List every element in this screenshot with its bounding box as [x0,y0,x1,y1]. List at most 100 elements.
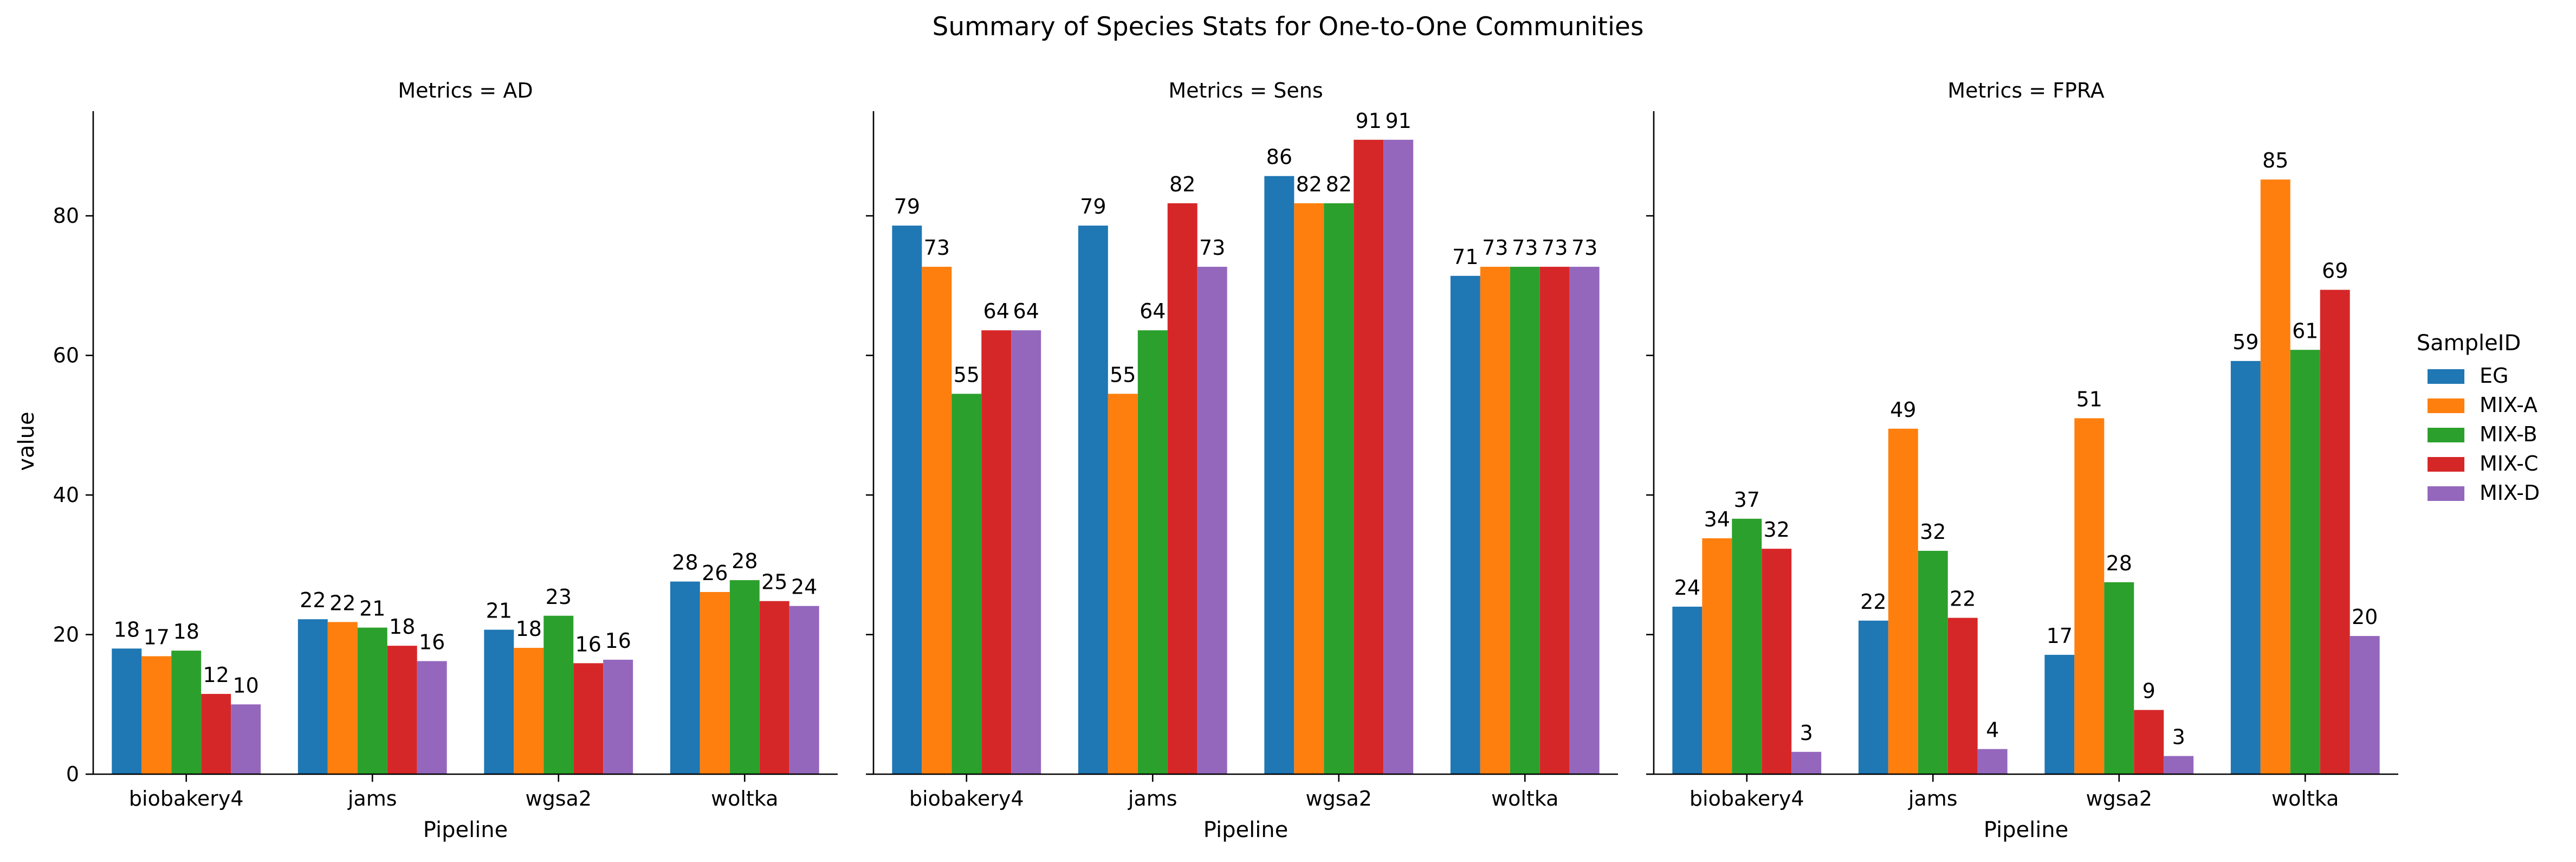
bar-label: 34 [1704,507,1730,531]
legend-label: MIX-B [2480,422,2538,446]
x-tick-label: biobakery4 [129,787,244,810]
x-tick-label: jams [1908,787,1958,810]
bar-label: 32 [1920,520,1946,544]
bar [484,629,514,774]
bar [1264,176,1295,775]
legend-label: MIX-A [2480,393,2538,417]
bar [700,591,730,774]
bar-label: 59 [2232,330,2258,354]
x-tick-label: wgsa2 [526,787,592,810]
panel-title: Metrics = AD [398,79,533,102]
bar-label: 17 [144,625,170,649]
bar [1858,620,1888,774]
bar-label: 9 [2143,679,2156,703]
panel-title: Metrics = Sens [1168,79,1323,102]
legend-swatch [2428,398,2464,413]
bar [1732,518,1762,774]
bar-label: 20 [2352,605,2378,629]
bar [171,651,202,774]
bar-label: 79 [1080,195,1106,218]
bar [2350,636,2380,774]
bar [1791,751,1822,774]
bar-label: 64 [1013,299,1039,323]
bar [1108,394,1138,774]
bar [1450,275,1480,774]
legend-swatch [2428,428,2464,442]
legend-swatch [2428,369,2464,384]
bar-label: 22 [329,591,355,615]
x-tick-label: biobakery4 [909,787,1024,810]
bar [2230,361,2261,774]
bar-label: 61 [2292,319,2318,343]
bar-label: 28 [672,551,698,575]
bar-label: 3 [2172,725,2185,749]
bar [759,601,789,774]
bar [141,656,172,774]
legend: SampleID EG MIX-A MIX-B MIX-C MIX-D [2417,331,2540,505]
bar-label: 91 [1385,109,1411,133]
bar [2044,654,2075,774]
bar-label: 18 [389,615,415,639]
bar-label: 16 [575,632,601,656]
bar [1539,267,1570,775]
bar-label: 22 [1950,587,1976,611]
bar [2320,290,2350,774]
bar [514,647,544,774]
bar [1137,330,1168,774]
bar-label: 23 [546,585,572,609]
bar-label: 49 [1890,398,1916,422]
bar-label: 25 [761,570,787,594]
bar [2164,756,2194,774]
bar-label: 73 [1199,236,1225,260]
legend-label: EG [2480,364,2508,388]
bar [1947,617,1978,774]
bar-label: 18 [114,617,140,641]
bar-label: 85 [2262,149,2288,172]
bar-label: 55 [1110,363,1136,387]
legend-label: MIX-C [2480,452,2538,475]
bar [417,661,447,774]
bar-label: 37 [1734,488,1760,512]
bar [1672,607,1703,774]
bar [2074,418,2105,774]
bar-label: 18 [173,620,199,644]
bar [1480,267,1510,775]
bar [1569,267,1600,775]
bar [981,330,1012,774]
bar [2134,710,2164,774]
bar [1888,428,1918,774]
bar [112,648,142,774]
bar-label: 22 [1860,590,1886,614]
panel-title: Metrics = FPRA [1947,79,2105,102]
bar-label: 26 [702,561,728,585]
bar [603,659,633,774]
bar [952,394,982,774]
bar-label: 64 [1140,299,1166,323]
bar-label: 64 [983,299,1009,323]
bar-label: 91 [1356,109,1382,133]
bar [201,693,231,774]
bar-label: 24 [791,575,817,599]
y-tick-label: 60 [53,344,79,368]
bar-label: 82 [1296,172,1322,196]
bar [1918,551,1948,774]
bar [387,646,417,774]
bar [1702,538,1732,774]
legend-swatch [2428,486,2464,501]
bar [729,580,760,774]
bar-label: 73 [1571,236,1597,260]
bar [231,704,261,774]
bar-label: 24 [1674,576,1700,600]
x-tick-label: woltka [711,787,778,810]
bar-label: 16 [419,630,445,654]
y-tick-label: 20 [53,623,79,647]
y-tick-label: 0 [66,762,79,786]
bar-label: 82 [1326,172,1352,196]
bar-label: 4 [1986,718,1999,742]
bar [1510,267,1540,775]
bar [892,226,922,774]
